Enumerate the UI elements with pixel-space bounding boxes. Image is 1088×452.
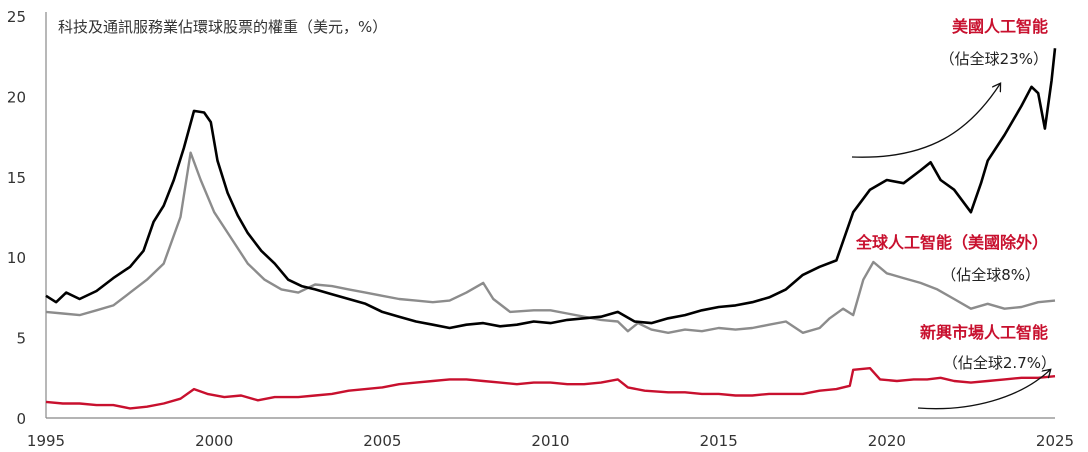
growth-arrow-upper (851, 84, 1000, 158)
y-tick-label: 0 (16, 410, 26, 428)
annotation-us-ai-label: 美國人工智能 (952, 17, 1048, 36)
x-tick-label: 2000 (195, 432, 233, 450)
y-tick-label: 10 (7, 249, 26, 267)
y-tick-label: 15 (7, 169, 26, 187)
x-tick-label: 2020 (868, 432, 906, 450)
y-tick-label: 25 (7, 8, 26, 26)
annotation-us-ai-share: （佔全球23%） (940, 50, 1048, 68)
global-ex-us-ai-series-line (45, 151, 1056, 334)
x-tick-label: 2025 (1036, 432, 1074, 450)
annotation-global-ex-us-ai-share: （佔全球8%） (941, 266, 1040, 284)
y-tick-label: 20 (7, 88, 26, 106)
x-tick-label: 1995 (27, 432, 65, 450)
axes (45, 12, 1055, 419)
growth-arrow-lower (917, 370, 1050, 410)
x-tick-label: 2010 (531, 432, 569, 450)
em-ai-series-line (45, 367, 1056, 410)
x-tick-label: 2005 (363, 432, 401, 450)
x-tick-label: 2015 (700, 432, 738, 450)
annotation-global-ex-us-ai-label: 全球人工智能（美國除外） (855, 233, 1048, 252)
y-tick-label: 5 (16, 330, 26, 348)
us-ai-series-line (45, 48, 1057, 330)
annotations: 美國人工智能 （佔全球23%） 全球人工智能（美國除外） （佔全球8%） 新興市… (851, 17, 1056, 410)
series-lines (45, 48, 1057, 410)
annotation-em-ai-share: （佔全球2.7%） (943, 354, 1056, 372)
chart-title: 科技及通訊服務業佔環球股票的權重（美元，%） (58, 18, 387, 36)
annotation-em-ai-label: 新興市場人工智能 (920, 323, 1048, 342)
